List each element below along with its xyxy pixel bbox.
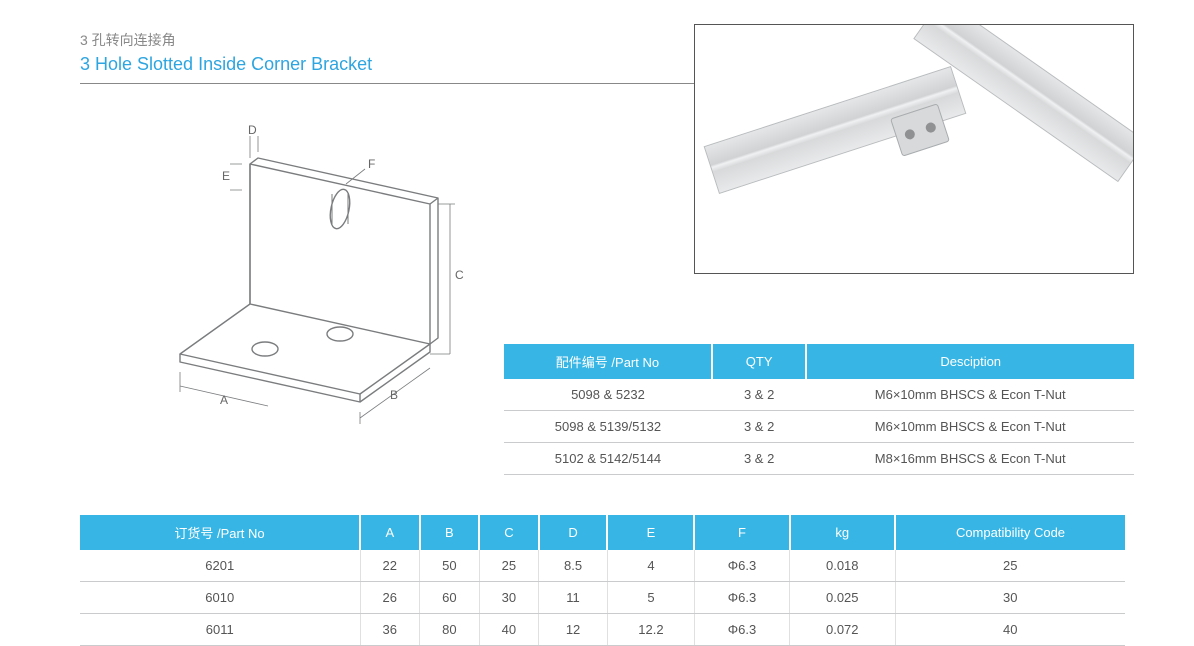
table-cell: 0.025 bbox=[790, 582, 895, 614]
spec-header-partno: 订货号 /Part No bbox=[80, 515, 360, 550]
table-cell: 0.018 bbox=[790, 550, 895, 582]
dim-label-d: D bbox=[248, 124, 257, 137]
parts-header-qty: QTY bbox=[712, 344, 807, 379]
table-cell: 8.5 bbox=[539, 550, 608, 582]
product-photo bbox=[694, 24, 1134, 274]
spec-header-e: E bbox=[607, 515, 694, 550]
spec-header-kg: kg bbox=[790, 515, 895, 550]
spec-header-f: F bbox=[694, 515, 789, 550]
table-cell: 6011 bbox=[80, 614, 360, 646]
table-cell: 36 bbox=[360, 614, 420, 646]
table-cell: 30 bbox=[479, 582, 539, 614]
dim-label-f: F bbox=[368, 157, 375, 171]
table-row: 6010266030115Φ6.30.02530 bbox=[80, 582, 1125, 614]
table-cell: 5 bbox=[607, 582, 694, 614]
table-row: 5098 & 52323 & 2M6×10mm BHSCS & Econ T-N… bbox=[504, 379, 1134, 411]
table-cell: 25 bbox=[479, 550, 539, 582]
parts-header-partno: 配件编号 /Part No bbox=[504, 344, 712, 379]
table-cell: 0.072 bbox=[790, 614, 895, 646]
table-cell: 50 bbox=[420, 550, 480, 582]
table-cell: Φ6.3 bbox=[694, 582, 789, 614]
table-cell: 3 & 2 bbox=[712, 411, 807, 443]
dim-label-e: E bbox=[222, 169, 230, 183]
spec-header-a: A bbox=[360, 515, 420, 550]
table-cell: 40 bbox=[895, 614, 1125, 646]
spec-header-c: C bbox=[479, 515, 539, 550]
table-cell: 22 bbox=[360, 550, 420, 582]
table-cell: 80 bbox=[420, 614, 480, 646]
table-cell: 60 bbox=[420, 582, 480, 614]
spec-table-body: 62012250258.54Φ6.30.018256010266030115Φ6… bbox=[80, 550, 1125, 646]
table-cell: 6010 bbox=[80, 582, 360, 614]
table-cell: 30 bbox=[895, 582, 1125, 614]
table-row: 62012250258.54Φ6.30.01825 bbox=[80, 550, 1125, 582]
table-cell: Φ6.3 bbox=[694, 550, 789, 582]
technical-drawing: A B C D E F bbox=[150, 124, 480, 424]
specifications-table: 订货号 /Part No A B C D E F kg Compatibilit… bbox=[80, 515, 1125, 646]
upper-content: A B C D E F 配件编号 /Part No QTY Desciption… bbox=[80, 94, 1114, 424]
table-cell: Φ6.3 bbox=[694, 614, 789, 646]
table-row: 5098 & 5139/51323 & 2M6×10mm BHSCS & Eco… bbox=[504, 411, 1134, 443]
table-row: 60113680401212.2Φ6.30.07240 bbox=[80, 614, 1125, 646]
table-cell: 40 bbox=[479, 614, 539, 646]
dim-label-b: B bbox=[390, 388, 398, 402]
table-cell: 12.2 bbox=[607, 614, 694, 646]
table-cell: 12 bbox=[539, 614, 608, 646]
dim-label-a: A bbox=[220, 393, 228, 407]
table-cell: M6×10mm BHSCS & Econ T-Nut bbox=[806, 379, 1134, 411]
parts-header-desc: Desciption bbox=[806, 344, 1134, 379]
table-cell: M6×10mm BHSCS & Econ T-Nut bbox=[806, 411, 1134, 443]
dim-label-c: C bbox=[455, 268, 464, 282]
spec-header-compat: Compatibility Code bbox=[895, 515, 1125, 550]
table-cell: 26 bbox=[360, 582, 420, 614]
table-cell: 5098 & 5232 bbox=[504, 379, 712, 411]
parts-table-body: 5098 & 52323 & 2M6×10mm BHSCS & Econ T-N… bbox=[504, 379, 1134, 475]
accessory-parts-table: 配件编号 /Part No QTY Desciption 5098 & 5232… bbox=[504, 344, 1134, 475]
table-cell: 11 bbox=[539, 582, 608, 614]
table-cell: 5102 & 5142/5144 bbox=[504, 443, 712, 475]
table-cell: 4 bbox=[607, 550, 694, 582]
table-cell: M8×16mm BHSCS & Econ T-Nut bbox=[806, 443, 1134, 475]
table-cell: 25 bbox=[895, 550, 1125, 582]
table-cell: 3 & 2 bbox=[712, 379, 807, 411]
table-cell: 5098 & 5139/5132 bbox=[504, 411, 712, 443]
spec-header-d: D bbox=[539, 515, 608, 550]
spec-header-b: B bbox=[420, 515, 480, 550]
table-row: 5102 & 5142/51443 & 2M8×16mm BHSCS & Eco… bbox=[504, 443, 1134, 475]
table-cell: 3 & 2 bbox=[712, 443, 807, 475]
table-cell: 6201 bbox=[80, 550, 360, 582]
